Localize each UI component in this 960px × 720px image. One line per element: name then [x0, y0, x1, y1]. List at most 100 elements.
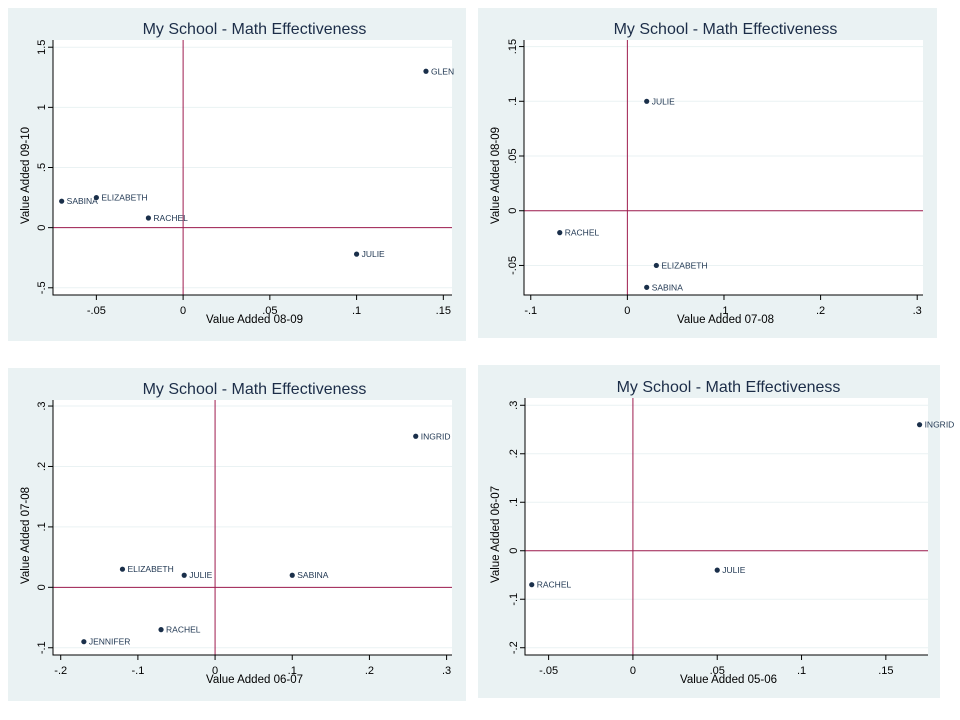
data-point-marker	[353, 251, 360, 257]
y-tick-label: 0	[36, 584, 48, 590]
scatter-chart-4: My School - Math Effectiveness -.05 0 .05 .1…	[490, 379, 954, 686]
data-point-label: RACHEL	[537, 580, 572, 590]
y-tick-label: -.5	[36, 281, 48, 294]
x-tick-label: .15	[878, 665, 893, 677]
y-tick-label: 0	[508, 548, 520, 554]
data-point-marker	[644, 98, 650, 104]
x-axis-title: Value Added 05-06	[680, 674, 777, 686]
data-point-marker	[181, 572, 187, 578]
y-tick-label: .05	[507, 148, 519, 163]
chart-panel-3: My School - Math Effectiveness -.2 -.1 0 .1.…	[8, 368, 466, 701]
y-tick-label: .2	[508, 449, 520, 458]
y-tick-label: .1	[508, 498, 520, 507]
scatter-chart-3: My School - Math Effectiveness -.2 -.1 0 .1.…	[20, 381, 452, 686]
y-tick-label: -.05	[507, 256, 519, 275]
x-tick-label: .1	[719, 305, 728, 317]
y-tick-label: 1.5	[36, 40, 48, 55]
x-tick-label: -.05	[539, 665, 558, 677]
data-point-marker	[289, 572, 295, 578]
data-point-label: JENNIFER	[89, 637, 131, 647]
data-point-marker	[59, 198, 65, 204]
x-tick-label: 0	[630, 665, 636, 677]
y-tick-label: .2	[36, 462, 48, 471]
data-point-label: RACHEL	[565, 228, 600, 238]
data-point-marker	[916, 422, 923, 428]
y-tick-label: .3	[36, 401, 48, 410]
y-tick-label: 1	[36, 104, 48, 110]
y-tick-label: .3	[508, 401, 520, 410]
y-tick-label: -.2	[508, 641, 520, 654]
data-point-label: ELIZABETH	[127, 564, 173, 574]
y-axis-title: Value Added 08-09	[490, 127, 502, 224]
data-point-marker	[119, 566, 126, 572]
chart-title: My School - Math Effectiveness	[143, 381, 367, 398]
x-tick-label: .2	[365, 665, 374, 677]
x-tick-label: .3	[913, 305, 922, 317]
chart-title: My School - Math Effectiveness	[614, 21, 838, 38]
plot-area	[524, 40, 923, 295]
chart-title: My School - Math Effectiveness	[143, 21, 367, 38]
y-tick-label: .1	[507, 97, 519, 106]
data-point-label: JULIE	[362, 249, 385, 259]
data-point-label: RACHEL	[153, 213, 188, 223]
y-axis-title: Value Added 07-08	[20, 487, 32, 584]
x-tick-label: .3	[442, 665, 451, 677]
y-axis-title: Value Added 09-10	[20, 127, 32, 224]
data-point-marker	[714, 567, 720, 573]
data-point-marker	[145, 215, 152, 221]
x-tick-label: 0	[624, 305, 630, 317]
y-tick-label: 0	[507, 208, 519, 214]
y-axis-title: Value Added 06-07	[490, 486, 502, 583]
data-point-label: SABINA	[297, 570, 329, 580]
x-tick-label: 0	[212, 665, 218, 677]
x-tick-label: -.05	[87, 305, 106, 317]
y-tick-label: .15	[507, 39, 519, 54]
data-point-label: ELIZABETH	[101, 193, 147, 203]
x-axis-title: Value Added 07-08	[677, 314, 774, 326]
data-point-label: JULIE	[189, 570, 212, 580]
data-point-marker	[81, 639, 87, 645]
data-point-label: SABINA	[652, 282, 684, 292]
x-axis-title: Value Added 06-07	[206, 674, 303, 686]
plot-area	[53, 400, 452, 655]
data-point-label: SABINA	[67, 196, 99, 206]
data-point-marker	[93, 194, 99, 201]
x-tick-label: .1	[288, 665, 297, 677]
y-tick-label: 0	[36, 225, 48, 231]
x-tick-label: .2	[816, 305, 825, 317]
data-point-label: ELIZABETH	[661, 260, 707, 270]
data-point-label: INGRID	[421, 431, 451, 441]
x-tick-label: 0	[180, 305, 186, 317]
data-point-label: RACHEL	[166, 625, 201, 635]
x-tick-label: -.1	[524, 305, 537, 317]
data-point-marker	[653, 262, 659, 269]
data-point-marker	[158, 627, 164, 633]
x-tick-label: -.2	[54, 665, 67, 677]
x-tick-label: .05	[262, 305, 277, 317]
x-tick-label: .1	[797, 665, 806, 677]
data-point-label: GLEN	[431, 66, 454, 76]
y-tick-label: .5	[36, 163, 48, 172]
data-point-marker	[413, 433, 419, 439]
y-tick-label: .1	[36, 522, 48, 531]
x-tick-label: .15	[436, 305, 451, 317]
data-point-label: JULIE	[722, 565, 745, 575]
data-point-label: INGRID	[925, 420, 955, 430]
chart-panel-1: My School - Math Effectiveness -.05 0 .05 .1…	[8, 8, 466, 341]
chart-panel-4: My School - Math Effectiveness -.05 0 .05 .1…	[478, 365, 954, 698]
data-point-marker	[557, 230, 563, 236]
data-point-marker	[529, 582, 535, 588]
y-tick-label: -.1	[36, 641, 48, 654]
x-axis-title: Value Added 08-09	[206, 314, 303, 326]
chart-panel-2: My School - Math Effectiveness -.1 0 .1 .2 .3…	[478, 8, 937, 338]
x-tick-label: -.1	[131, 665, 144, 677]
y-tick-label: -.1	[508, 593, 520, 606]
chart-title: My School - Math Effectiveness	[617, 379, 841, 396]
data-point-marker	[644, 284, 650, 290]
plot-area	[525, 398, 928, 655]
data-point-marker	[423, 68, 429, 74]
data-point-label: JULIE	[652, 96, 675, 106]
scatter-chart-1: My School - Math Effectiveness -.05 0 .05 .1…	[20, 21, 454, 326]
x-tick-label: .1	[352, 305, 361, 317]
x-tick-label: .05	[710, 665, 725, 677]
